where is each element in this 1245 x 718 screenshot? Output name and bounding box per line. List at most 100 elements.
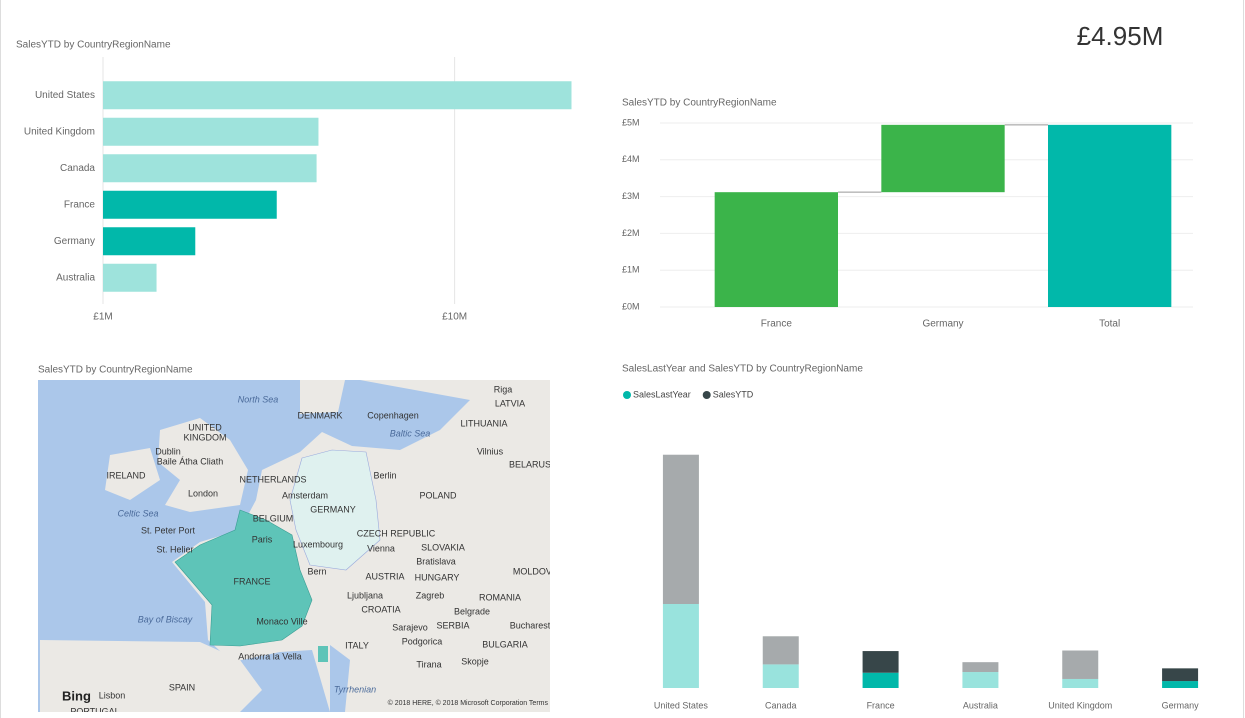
map-label: SERBIA — [436, 620, 469, 630]
map-region[interactable] — [289, 449, 381, 571]
map-label: GERMANY — [310, 504, 356, 514]
map-land — [300, 380, 345, 414]
map-label: Berlin — [373, 470, 396, 480]
map-label: Paris — [252, 534, 273, 544]
x-tick-label: United States — [654, 700, 709, 710]
map-label: Sarajevo — [392, 622, 428, 632]
y-tick-label: £1M — [622, 265, 640, 275]
x-tick-label: France — [867, 700, 895, 710]
map-label: PORTUGAL — [70, 706, 119, 716]
map-label: ROMANIA — [479, 592, 521, 602]
map-label: DENMARK — [297, 410, 342, 420]
map-sea — [330, 645, 350, 712]
y-tick-label: United Kingdom — [24, 126, 95, 137]
map-label: Vilnius — [477, 446, 504, 456]
x-tick-label: United Kingdom — [1048, 700, 1112, 710]
map-attribution[interactable]: © 2018 HERE, © 2018 Microsoft Corporatio… — [388, 699, 549, 707]
map-label: POLAND — [419, 490, 457, 500]
map-label: Ljubljana — [347, 590, 383, 600]
bar — [103, 117, 319, 146]
bar-segment — [962, 672, 999, 688]
map-label: BELGIUM — [253, 513, 294, 523]
map-label: North Sea — [238, 394, 279, 404]
map-label: UNITED — [188, 422, 222, 432]
bar — [103, 81, 572, 110]
bar — [714, 192, 838, 307]
chart-title: SalesYTD by CountryRegionName — [622, 98, 777, 109]
map-land — [40, 640, 262, 712]
bar-segment — [662, 454, 699, 604]
x-tick-label: £10M — [442, 312, 467, 323]
map-label: FRANCE — [233, 576, 270, 586]
map-label: Riga — [494, 384, 513, 394]
map-label: BELARUS — [509, 459, 551, 469]
legend-label: SalesLastYear — [633, 389, 691, 399]
map-label: Lisbon — [99, 690, 126, 700]
map-label: NETHERLANDS — [239, 474, 306, 484]
x-tick-label: France — [761, 319, 793, 330]
map-label: MOLDOVA — [513, 566, 557, 576]
x-tick-label: Total — [1099, 319, 1120, 330]
kpi-card[interactable]: £4.95M — [1077, 21, 1164, 51]
map-label: Baltic Sea — [390, 428, 431, 438]
map-logo: Bing — [62, 688, 91, 703]
bar-segment — [1162, 681, 1199, 688]
y-tick-label: France — [64, 199, 96, 210]
y-tick-label: £4M — [622, 154, 640, 164]
chart-title: SalesYTD by CountryRegionName — [16, 40, 171, 51]
bar-segment — [862, 672, 899, 688]
bar — [881, 124, 1005, 193]
map-label: Luxembourg — [293, 539, 343, 549]
map-label: Baile Átha Cliath — [157, 456, 224, 466]
map-label: KINGDOM — [183, 432, 226, 442]
y-tick-label: Australia — [56, 272, 95, 283]
bar-segment — [1062, 650, 1099, 679]
bar — [103, 263, 157, 292]
map-label: Zagreb — [416, 590, 445, 600]
map-label: Vienna — [367, 543, 395, 553]
bar-segment — [862, 651, 899, 673]
map-label: Bern — [307, 566, 326, 576]
y-tick-label: £2M — [622, 228, 640, 238]
map-label: CZECH REPUBLIC — [357, 528, 436, 538]
x-tick-label: Australia — [963, 700, 998, 710]
y-tick-label: United States — [35, 90, 95, 101]
map-land — [158, 418, 248, 512]
legend-marker — [702, 391, 711, 399]
map-label: Bucharest — [510, 620, 551, 630]
map-label: Tirana — [416, 659, 441, 669]
map-label: Andorra la Vella — [238, 651, 302, 661]
map-label: Podgorica — [402, 636, 443, 646]
map-label: IRELAND — [106, 470, 146, 480]
map-label: ITALY — [345, 640, 369, 650]
map-label: Bay of Biscay — [138, 614, 193, 624]
bar-segment — [962, 662, 999, 673]
map-label: Copenhagen — [367, 410, 419, 420]
bar — [1048, 124, 1172, 307]
map[interactable]: North Sea Riga LATVIA DENMARK Copenhagen Balt… — [38, 380, 557, 716]
legend-marker — [623, 391, 631, 399]
y-tick-label: £5M — [622, 117, 640, 127]
map-label: Celtic Sea — [117, 508, 158, 518]
map-label: London — [188, 488, 218, 498]
map-label: Monaco Ville — [256, 616, 307, 626]
map-label: CROATIA — [361, 604, 400, 614]
map-label: Skopje — [461, 656, 489, 666]
map-label: St. Peter Port — [141, 525, 196, 535]
bar-segment — [662, 603, 699, 688]
map-region[interactable] — [174, 509, 313, 647]
bar-segment — [762, 636, 799, 665]
map-label: Bratislava — [416, 556, 456, 566]
bar-segment — [762, 664, 799, 688]
map-label: SPAIN — [169, 682, 195, 692]
bar-segment — [1062, 678, 1099, 688]
x-tick-label: Germany — [1162, 700, 1200, 710]
map-label: LITHUANIA — [460, 418, 507, 428]
y-tick-label: Canada — [60, 163, 95, 174]
map-label: LATVIA — [495, 398, 525, 408]
x-tick-label: Canada — [765, 700, 797, 710]
map-label: Tyrrhenian — [334, 684, 376, 694]
map-region[interactable] — [318, 646, 328, 662]
map-label: Belgrade — [454, 606, 490, 616]
